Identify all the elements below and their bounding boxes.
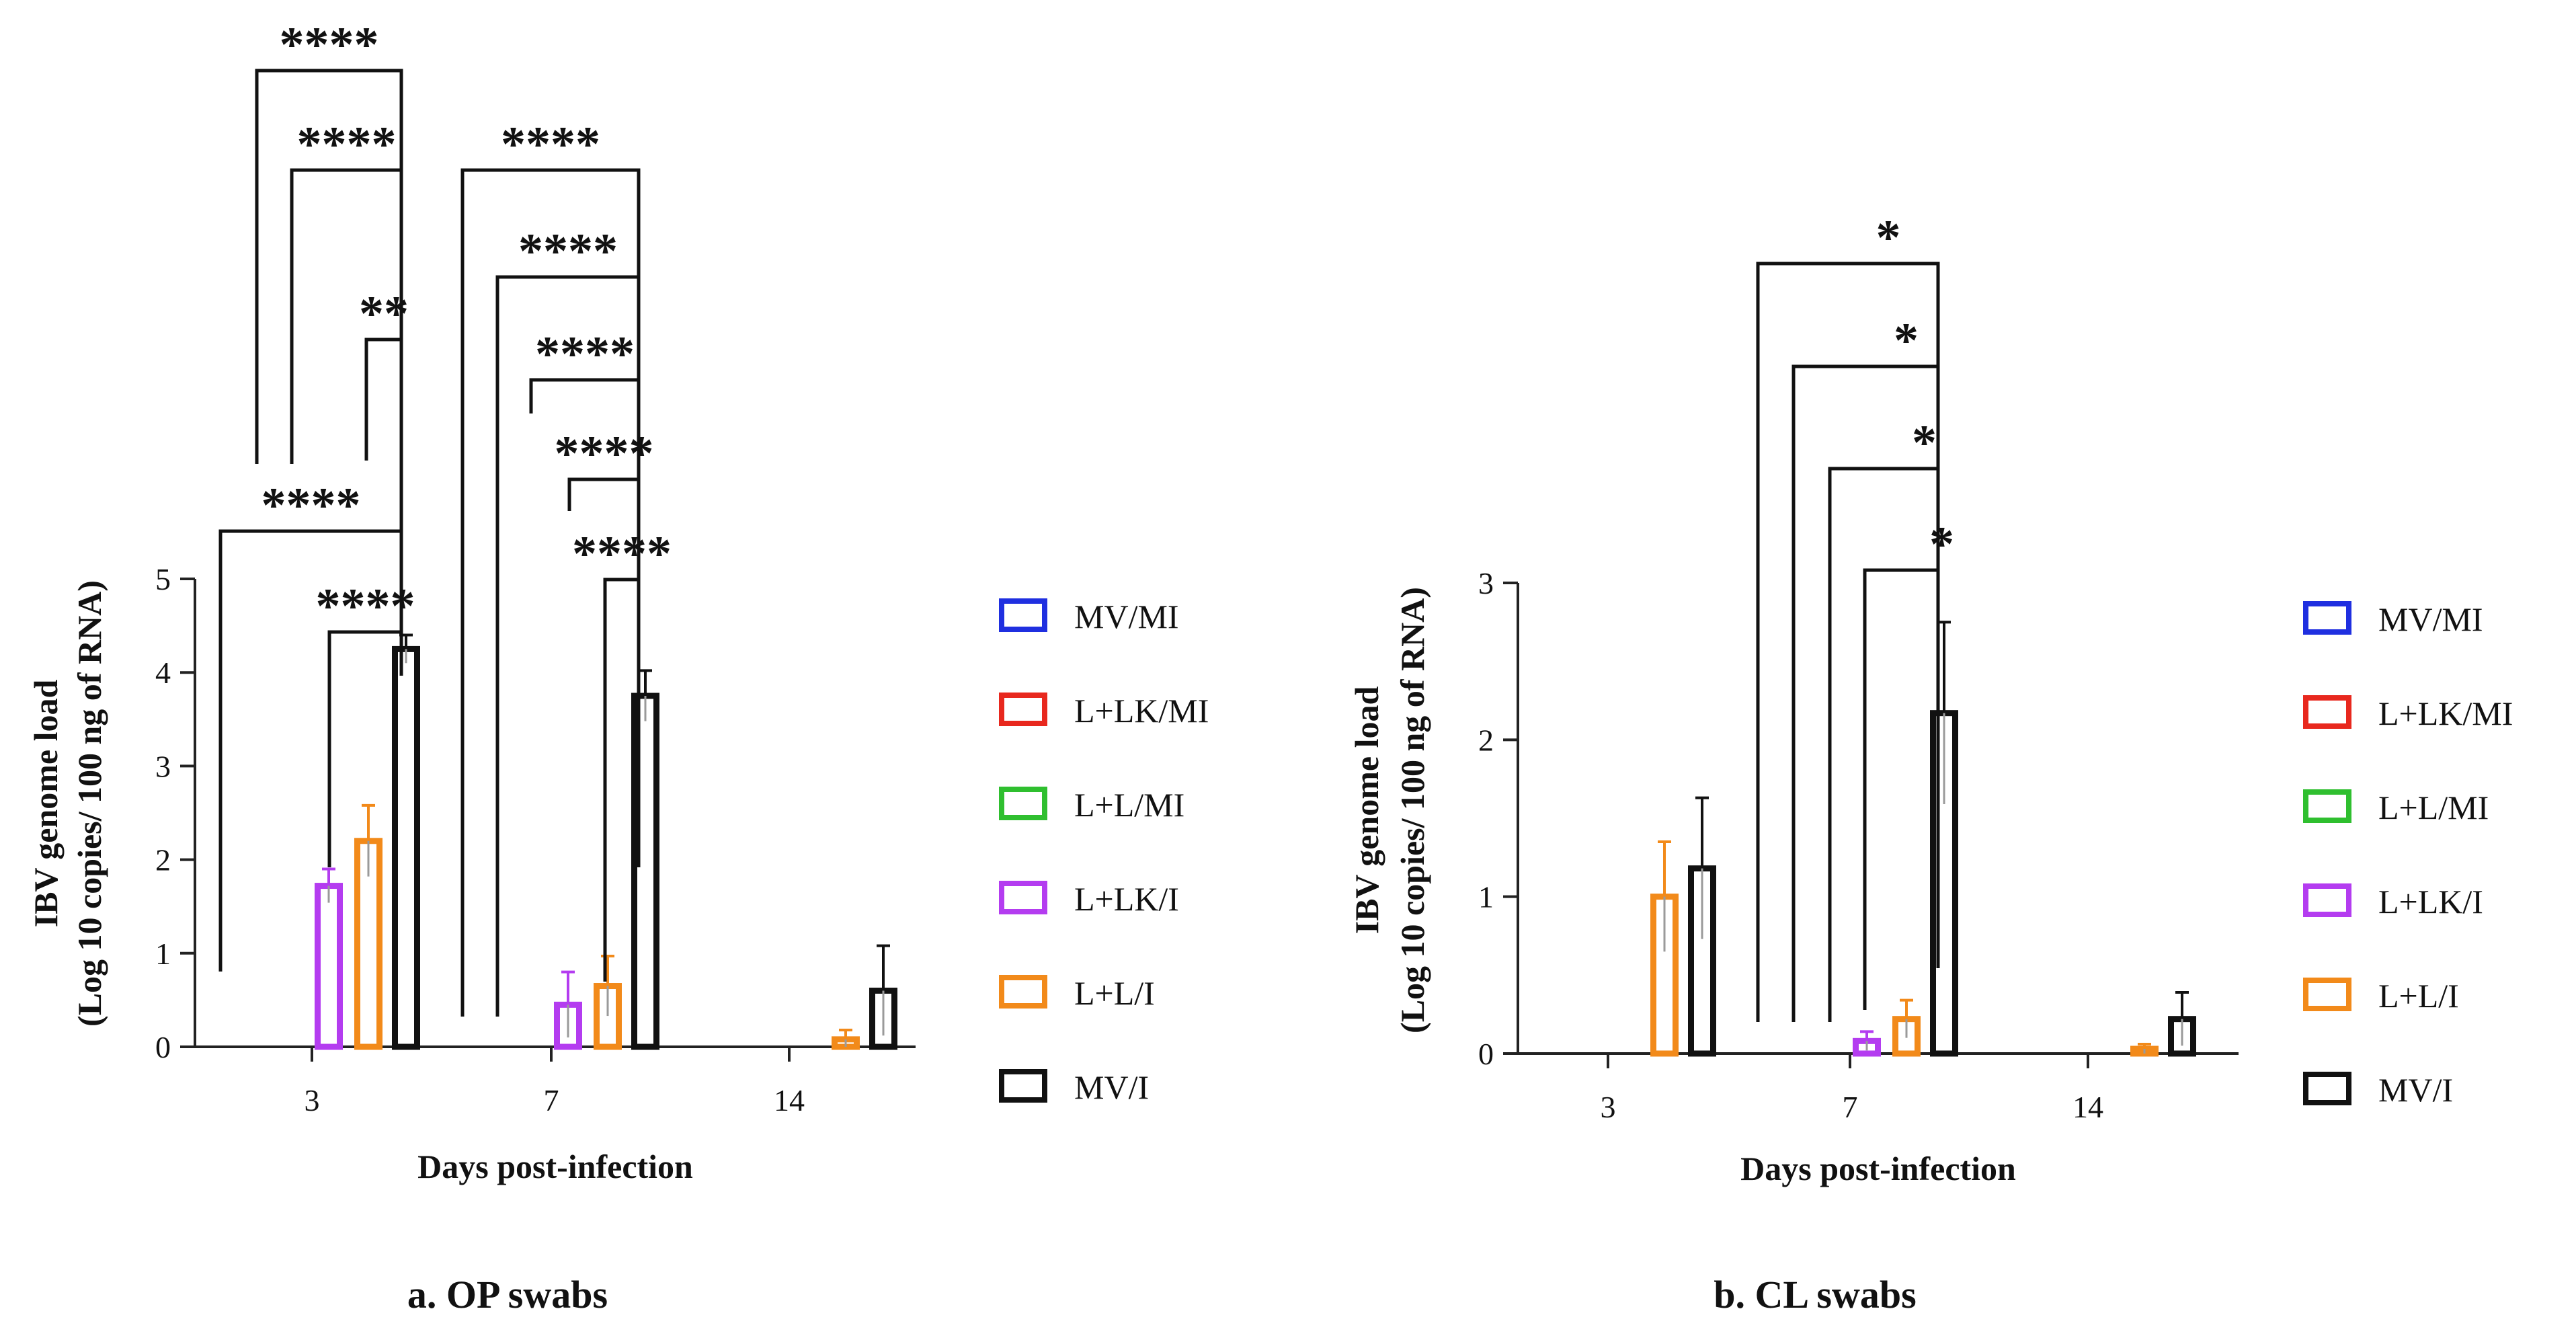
x-tick-label: 14 <box>774 1083 805 1117</box>
legend-swatch <box>999 787 1047 820</box>
significance-bracket <box>327 630 403 867</box>
significance-bracket <box>603 578 641 982</box>
legend-swatch <box>999 693 1047 726</box>
significance-bracket <box>218 529 403 972</box>
legend-label: L+LK/I <box>2378 883 2483 920</box>
significance-label: **** <box>501 117 600 172</box>
legend-swatch <box>999 1069 1047 1103</box>
y-tick-label: 0 <box>155 1030 171 1064</box>
legend-swatch <box>2303 1072 2351 1105</box>
significance-label: **** <box>297 117 397 172</box>
x-tick-label: 14 <box>2072 1090 2103 1124</box>
legend-label: L+L/MI <box>1074 786 1184 824</box>
legend-label: L+L/MI <box>2378 789 2489 826</box>
significance-label: **** <box>555 426 654 481</box>
y-tick-label: 2 <box>155 843 171 877</box>
legend-label: MV/MI <box>1074 598 1179 635</box>
y-tick-label: 3 <box>155 749 171 783</box>
y-tick-label: 2 <box>1478 723 1494 757</box>
y-axis-title-line2: (Log 10 copies/ 100 ng of RNA) <box>1394 587 1431 1033</box>
significance-bracket <box>460 168 641 1017</box>
significance-label: * <box>1876 210 1901 266</box>
x-tick-label: 7 <box>544 1083 559 1117</box>
significance-bracket <box>495 275 641 1017</box>
legend: MV/MI L+LK/MI L+L/MI L+LK/I L+L/I MV/I <box>2303 600 2513 1109</box>
y-axis-title-line1: IBV genome load <box>27 680 65 928</box>
legend-label: L+LK/I <box>1074 880 1179 918</box>
significance-label: **** <box>280 17 379 73</box>
y-axis-title-line2: (Log 10 copies/ 100 ng of RNA) <box>71 580 108 1027</box>
significance-label: * <box>1894 313 1919 368</box>
x-axis-title: Days post-infection <box>1740 1150 2016 1187</box>
significance-label: ** <box>359 286 409 342</box>
significance-bracket <box>364 338 403 676</box>
significance-label: **** <box>316 579 415 634</box>
legend-label: MV/I <box>1074 1068 1149 1106</box>
legend-label: L+L/I <box>1074 974 1155 1012</box>
legend-swatch <box>2303 883 2351 917</box>
y-tick-label: 5 <box>155 562 171 596</box>
significance-bracket <box>1828 467 1940 1022</box>
legend-swatch <box>2303 695 2351 729</box>
legend-swatch <box>999 881 1047 914</box>
legend-label: MV/MI <box>2378 600 2483 638</box>
significance-label: * <box>1929 517 1954 572</box>
x-tick-label: 3 <box>305 1083 320 1117</box>
y-tick-label: 4 <box>155 656 171 690</box>
y-tick-label: 1 <box>155 937 171 971</box>
legend-label: MV/I <box>2378 1071 2453 1109</box>
significance-label: **** <box>518 224 618 279</box>
x-axis-title: Days post-infection <box>417 1148 693 1185</box>
significance-label: * <box>1912 416 1937 471</box>
y-tick-label: 1 <box>1478 880 1494 914</box>
legend-swatch <box>2303 978 2351 1011</box>
legend-swatch <box>2303 789 2351 823</box>
chart-panel-b: 0 1 2 3 3 7 14 * * * * Days post-infection IBV genom… <box>1348 210 2513 1316</box>
legend-label: L+LK/MI <box>2378 695 2513 732</box>
significance-bracket <box>1756 262 1940 1022</box>
y-tick-label: 0 <box>1478 1037 1494 1071</box>
significance-bracket <box>1863 568 1940 1010</box>
panel-caption: a. OP swabs <box>407 1273 608 1316</box>
legend: MV/MI L+LK/MI L+L/MI L+LK/I L+L/I MV/I <box>999 598 1209 1106</box>
legend-label: L+L/I <box>2378 977 2459 1015</box>
bar <box>315 883 343 1050</box>
x-tick-label: 7 <box>1843 1090 1858 1124</box>
legend-swatch <box>999 598 1047 632</box>
x-tick-label: 3 <box>1601 1090 1616 1124</box>
legend-swatch <box>999 975 1047 1009</box>
panel-caption: b. CL swabs <box>1714 1273 1916 1316</box>
y-tick-label: 3 <box>1478 566 1494 600</box>
significance-label: **** <box>535 327 635 382</box>
y-axis-title-line1: IBV genome load <box>1348 686 1385 935</box>
legend-label: L+LK/MI <box>1074 692 1209 729</box>
bar <box>392 645 420 1050</box>
legend-swatch <box>2303 601 2351 635</box>
significance-label: **** <box>572 526 672 582</box>
significance-label: **** <box>261 478 361 533</box>
